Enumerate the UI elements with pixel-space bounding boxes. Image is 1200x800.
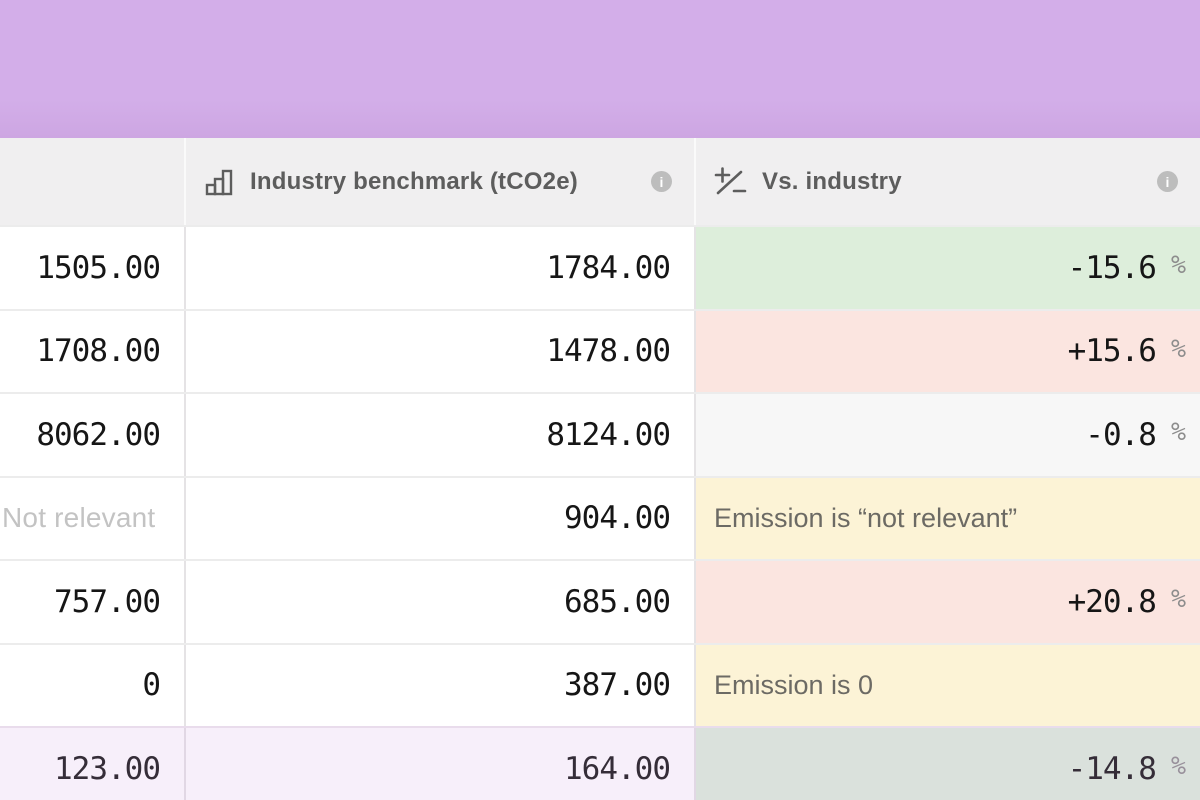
vs-industry-note-cell[interactable]: Emission is 0 xyxy=(696,644,1200,726)
emission-cell[interactable]: 0 xyxy=(0,644,186,726)
vs-industry-note-cell[interactable]: Emission is “not relevant” xyxy=(696,477,1200,559)
info-icon-vs-industry[interactable]: i xyxy=(1157,171,1178,192)
table-row: 0 387.00 Emission is 0 xyxy=(0,642,1200,726)
percent-unit: % xyxy=(1170,751,1186,781)
emission-cell[interactable]: 123.00 xyxy=(0,728,186,800)
benchmark-cell[interactable]: 1478.00 xyxy=(186,310,696,392)
benchmark-cell[interactable]: 387.00 xyxy=(186,644,696,726)
benchmark-cell[interactable]: 164.00 xyxy=(186,728,696,800)
table-row: 1505.00 1784.00 -15.6 % xyxy=(0,225,1200,309)
vs-industry-cell[interactable]: -14.8 % xyxy=(696,728,1200,800)
benchmark-cell[interactable]: 904.00 xyxy=(186,477,696,559)
table-row: 1708.00 1478.00 +15.6 % xyxy=(0,308,1200,392)
header-cell-vs-industry[interactable]: Vs. industry i xyxy=(696,138,1200,225)
percent-unit: % xyxy=(1170,417,1186,447)
vs-industry-value: -14.8 xyxy=(1067,750,1157,787)
vs-industry-cell[interactable]: -0.8 % xyxy=(696,394,1200,476)
table-row: 8062.00 8124.00 -0.8 % xyxy=(0,392,1200,476)
vs-industry-value: -0.8 xyxy=(1085,416,1157,453)
table-row-highlighted: 123.00 164.00 -14.8 % xyxy=(0,726,1200,800)
header-cell-industry-benchmark[interactable]: Industry benchmark (tCO2e) i xyxy=(186,138,696,225)
percent-unit: % xyxy=(1170,333,1186,363)
percent-unit: % xyxy=(1170,250,1186,280)
table-row: Not relevant 904.00 Emission is “not rel… xyxy=(0,475,1200,559)
vs-industry-value: -15.6 xyxy=(1067,249,1157,286)
emission-cell[interactable]: 1505.00 xyxy=(0,227,186,309)
benchmark-cell[interactable]: 685.00 xyxy=(186,561,696,643)
top-banner xyxy=(0,0,1200,138)
header-label-industry-benchmark: Industry benchmark (tCO2e) xyxy=(250,167,578,195)
plus-minus-icon xyxy=(713,166,747,198)
vs-industry-cell[interactable]: -15.6 % xyxy=(696,227,1200,309)
emission-cell-not-relevant[interactable]: Not relevant xyxy=(0,477,186,559)
benchmark-cell[interactable]: 8124.00 xyxy=(186,394,696,476)
header-label-vs-industry: Vs. industry xyxy=(762,167,902,195)
vs-industry-cell[interactable]: +15.6 % xyxy=(696,310,1200,392)
vs-industry-cell[interactable]: +20.8 % xyxy=(696,561,1200,643)
info-icon-industry-benchmark[interactable]: i xyxy=(651,171,672,192)
header-cell-empty xyxy=(0,138,186,225)
vs-industry-value: +15.6 xyxy=(1067,333,1157,370)
table-row: 757.00 685.00 +20.8 % xyxy=(0,559,1200,643)
emission-cell[interactable]: 8062.00 xyxy=(0,394,186,476)
emission-cell[interactable]: 757.00 xyxy=(0,561,186,643)
benchmark-cell[interactable]: 1784.00 xyxy=(186,227,696,309)
emission-cell[interactable]: 1708.00 xyxy=(0,310,186,392)
vs-industry-value: +20.8 xyxy=(1067,583,1157,620)
percent-unit: % xyxy=(1170,584,1186,614)
bar-chart-icon xyxy=(203,166,235,198)
table-header-row: Industry benchmark (tCO2e) i Vs. industr… xyxy=(0,138,1200,225)
